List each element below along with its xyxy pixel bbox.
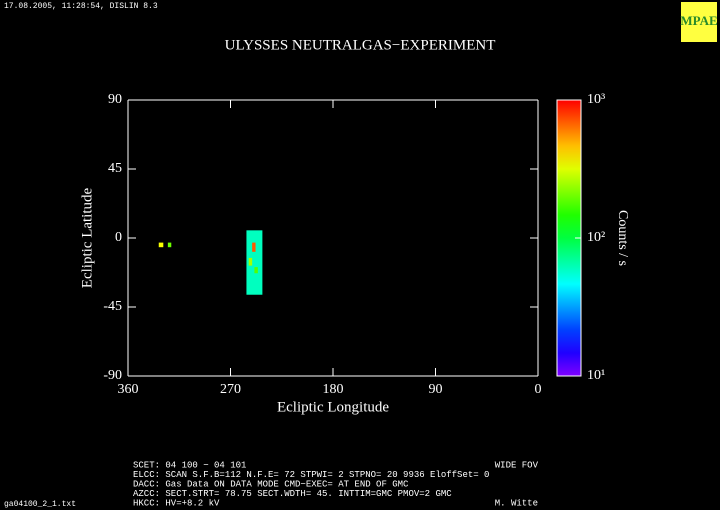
y-axis-label: Ecliptic Latitude [79, 187, 95, 288]
x-tick-label: 90 [429, 382, 443, 397]
y-tick-label: 45 [108, 161, 122, 176]
colorbar-tick-label: 10¹ [587, 368, 605, 383]
timestamp: 17.08.2005, 11:28:54, DISLIN 8.3 [4, 2, 158, 11]
fov: WIDE FOV [495, 460, 539, 470]
colorbar-tick-label: 10³ [587, 92, 605, 107]
x-tick-label: 270 [220, 382, 241, 397]
info-line: HKCC: HV=+8.2 kV [133, 498, 220, 508]
y-tick-label: -45 [103, 299, 122, 314]
x-tick-label: 360 [118, 382, 139, 397]
chart-title: ULYSSES NEUTRALGAS−EXPERIMENT [225, 37, 496, 53]
heatmap-cell [158, 242, 164, 248]
heatmap-cell [246, 230, 263, 295]
y-tick-label: -90 [103, 368, 122, 383]
colorbar-tick-label: 10² [587, 230, 605, 245]
x-axis-label: Ecliptic Longitude [277, 399, 389, 415]
heatmap-cell [248, 257, 253, 266]
heatmap-cell [254, 267, 258, 274]
info-line: DACC: Gas Data ON DATA MODE CMD−EXEC= AT… [133, 479, 409, 489]
colorbar-label: Counts / s [615, 210, 630, 266]
y-tick-label: 90 [108, 92, 122, 107]
author: M. Witte [495, 498, 538, 508]
heatmap-cell [167, 242, 172, 248]
info-line: ELCC: SCAN S.F.B=112 N.F.E= 72 STPWI= 2 … [133, 470, 489, 480]
y-tick-label: 0 [115, 230, 122, 245]
x-tick-label: 180 [323, 382, 344, 397]
info-line: SCET: 04 100 − 04 101 [133, 460, 246, 470]
heatmap-cell [252, 242, 256, 252]
logo-box [681, 2, 717, 42]
x-tick-label: 0 [535, 382, 542, 397]
logo-text: MPAE [680, 13, 717, 28]
file-name: ga04100_2_1.txt [4, 500, 76, 509]
info-line: AZCC: SECT.STRT= 78.75 SECT.WDTH= 45. IN… [133, 489, 452, 499]
